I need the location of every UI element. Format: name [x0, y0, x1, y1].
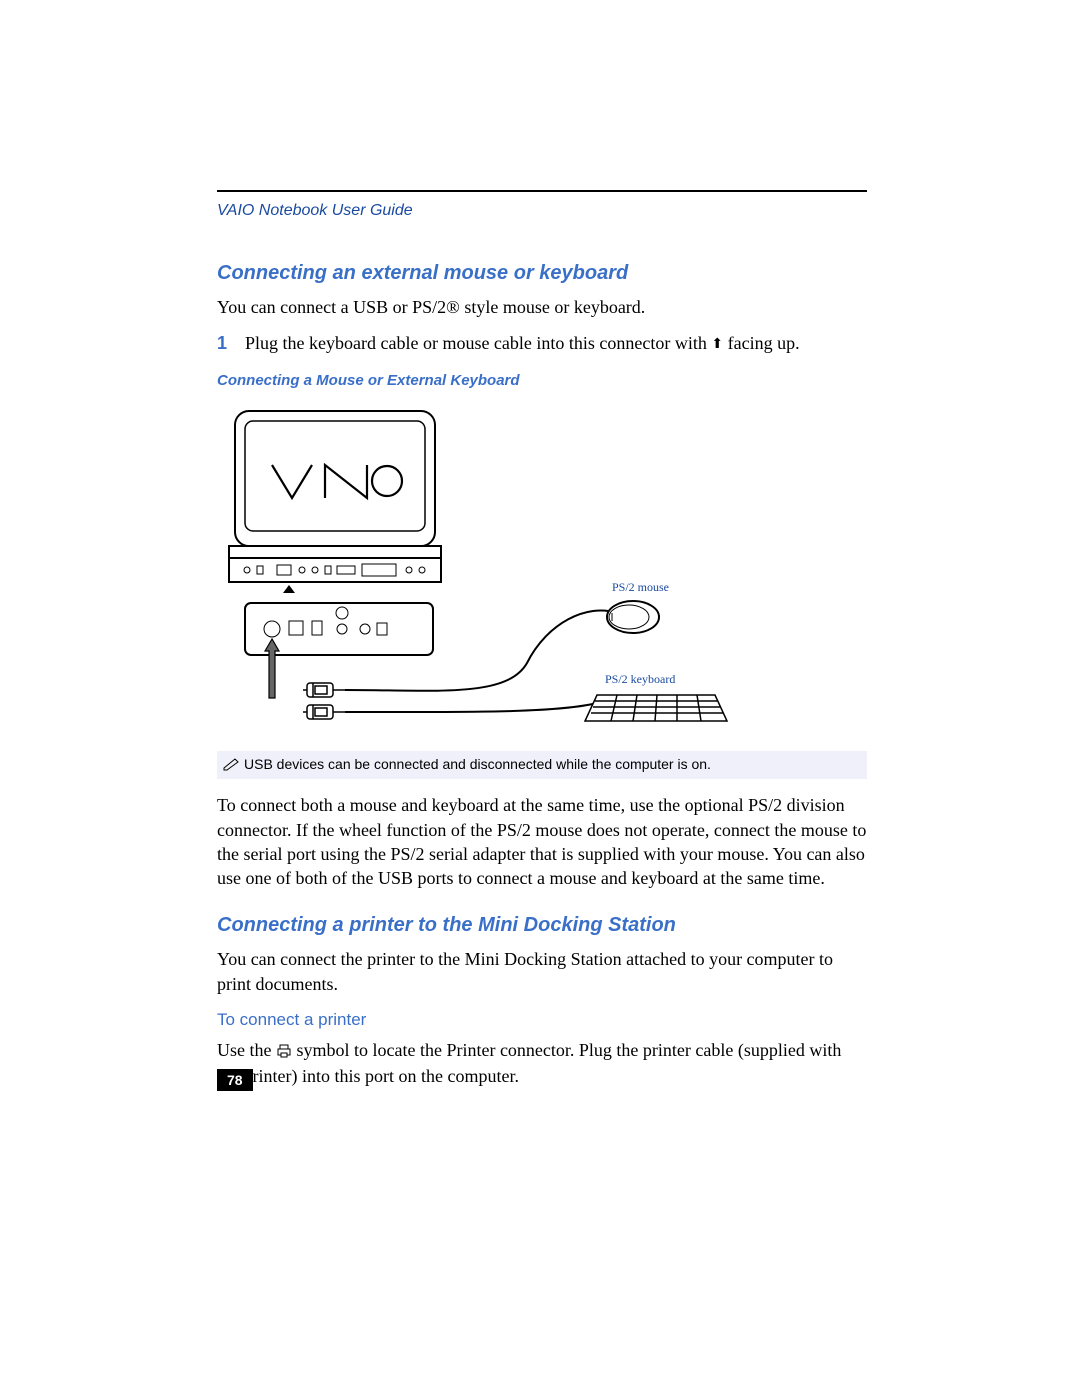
step-1: 1 Plug the keyboard cable or mouse cable…	[217, 333, 867, 354]
step-number: 1	[217, 333, 245, 354]
section2-subhead: To connect a printer	[217, 1010, 867, 1030]
section1-title: Connecting an external mouse or keyboard	[217, 262, 867, 285]
section2-intro: You can connect the printer to the Mini …	[217, 947, 867, 996]
note-text: USB devices can be connected and disconn…	[244, 756, 711, 772]
arrow-up-icon: ⬆	[711, 336, 723, 353]
page-number: 78	[217, 1069, 253, 1091]
note-box: USB devices can be connected and disconn…	[217, 751, 867, 779]
section2-para: Use the symbol to locate the Printer con…	[217, 1038, 867, 1089]
figure-caption: Connecting a Mouse or External Keyboard	[217, 372, 867, 389]
step-text: Plug the keyboard cable or mouse cable i…	[245, 333, 867, 354]
header-guide: VAIO Notebook User Guide	[217, 202, 867, 220]
label-ps2-keyboard: PS/2 keyboard	[605, 672, 675, 686]
page-content: VAIO Notebook User Guide Connecting an e…	[217, 190, 867, 1103]
section1-para2: To connect both a mouse and keyboard at …	[217, 793, 867, 890]
figure-box: PS/2 mouse PS/2 keyboard	[217, 403, 757, 723]
section1-intro: You can connect a USB or PS/2® style mou…	[217, 295, 867, 319]
step-text-b: facing up.	[723, 333, 799, 353]
diagram-svg: PS/2 mouse PS/2 keyboard	[217, 403, 757, 723]
label-ps2-mouse: PS/2 mouse	[612, 580, 669, 594]
section2-title: Connecting a printer to the Mini Docking…	[217, 914, 867, 937]
section2-para-a: Use the	[217, 1040, 276, 1060]
pencil-icon	[223, 757, 241, 774]
step-text-a: Plug the keyboard cable or mouse cable i…	[245, 333, 711, 353]
section2-para-b: symbol to locate the Printer connector. …	[217, 1040, 841, 1086]
printer-icon	[276, 1040, 292, 1064]
